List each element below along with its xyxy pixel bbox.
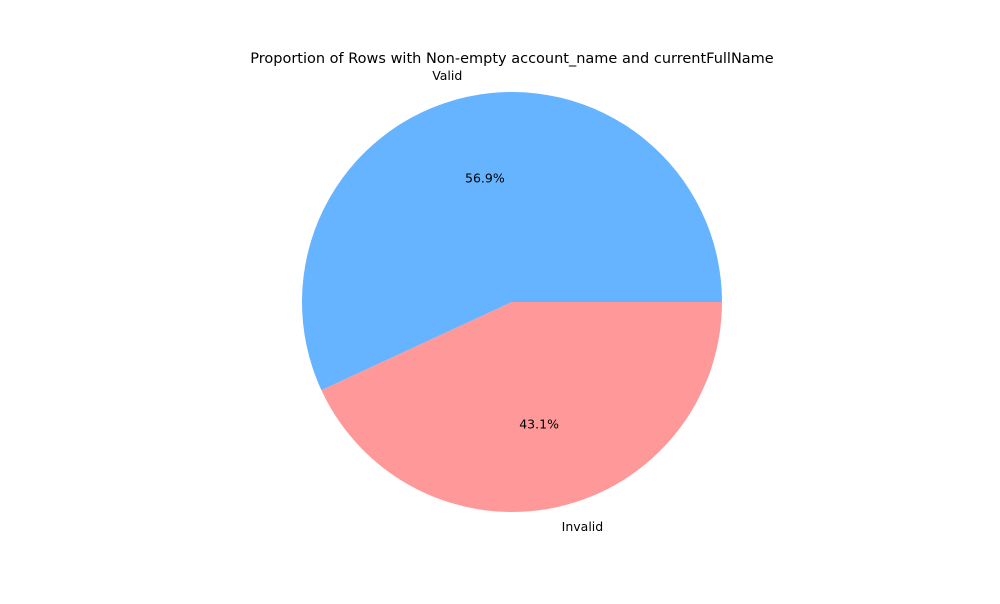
chart-title: Proportion of Rows with Non-empty accoun…	[250, 51, 774, 67]
slice-label-invalid: Invalid	[562, 519, 604, 534]
slice-percent-valid: 56.9%	[465, 170, 505, 185]
slice-label-valid: Valid	[432, 68, 462, 83]
pie-labels: Valid 56.9% Invalid 43.1%	[432, 68, 603, 534]
pie-slice-invalid	[321, 302, 722, 513]
slice-percent-invalid: 43.1%	[519, 417, 559, 432]
pie-slice-valid	[302, 92, 722, 391]
pie-slices	[302, 92, 722, 513]
